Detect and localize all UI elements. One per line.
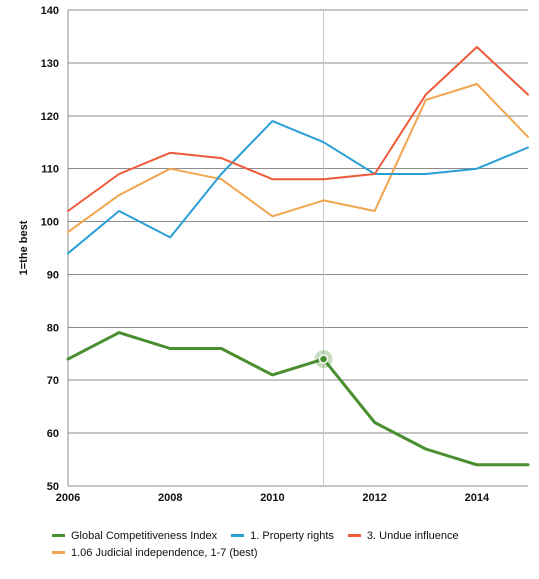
legend-item[interactable]: Global Competitiveness Index [52,530,217,542]
series-line-global-competitiveness-index [66,331,530,467]
series-line-3-undue-influence [67,46,529,212]
y-tick-label: 70 [47,375,59,387]
legend-label: 1. Property rights [250,529,334,542]
highlight-point[interactable] [318,354,329,364]
legend-swatch [231,534,245,537]
y-tick-label: 90 [47,269,59,281]
y-tick-label: 60 [47,428,59,440]
highlight-marker [314,350,333,369]
y-axis-ticks: 50 60 70 80 90 100 110 120 130 140 [41,5,59,493]
y-tick-label: 130 [41,58,59,70]
x-tick-label: 2010 [260,492,284,504]
legend-swatch [52,534,65,537]
x-tick-label: 2012 [362,492,386,504]
y-tick-label: 50 [47,481,59,493]
y-axis-title: 1=the best [18,220,30,275]
x-axis-ticks: 2006 2008 2010 2012 2014 [56,492,490,504]
legend-label: 1.06 Judicial independence, 1-7 (best) [71,546,258,559]
series-lines [66,46,530,467]
legend-swatch [347,534,361,537]
legend-item[interactable]: 3. Undue influence [347,529,459,542]
x-tick-label: 2014 [465,492,490,504]
legend-row: Global Competitiveness Index 1. Property … [52,527,532,544]
y-tick-label: 100 [41,217,59,229]
x-tick-label: 2008 [158,492,182,504]
y-tick-label: 110 [41,164,59,176]
legend-label: 3. Undue influence [366,529,459,542]
legend-item[interactable]: 1.06 Judicial independence, 1-7 (best) [52,547,258,559]
legend: Global Competitiveness Index 1. Property … [52,527,532,561]
x-tick-label: 2006 [56,492,80,504]
series-line-1-06-judicial-independence-1-7-best [67,83,529,234]
legend-swatch [52,551,65,554]
legend-item[interactable]: 1. Property rights [231,530,334,542]
series-line-1-property-rights [67,120,529,255]
y-tick-label: 80 [47,322,59,334]
grid-lines [67,9,528,487]
legend-row: 1.06 Judicial independence, 1-7 (best) [52,544,532,561]
y-tick-label: 120 [41,111,59,123]
y-tick-label: 140 [41,5,59,17]
legend-label: Global Competitiveness Index [71,529,218,542]
